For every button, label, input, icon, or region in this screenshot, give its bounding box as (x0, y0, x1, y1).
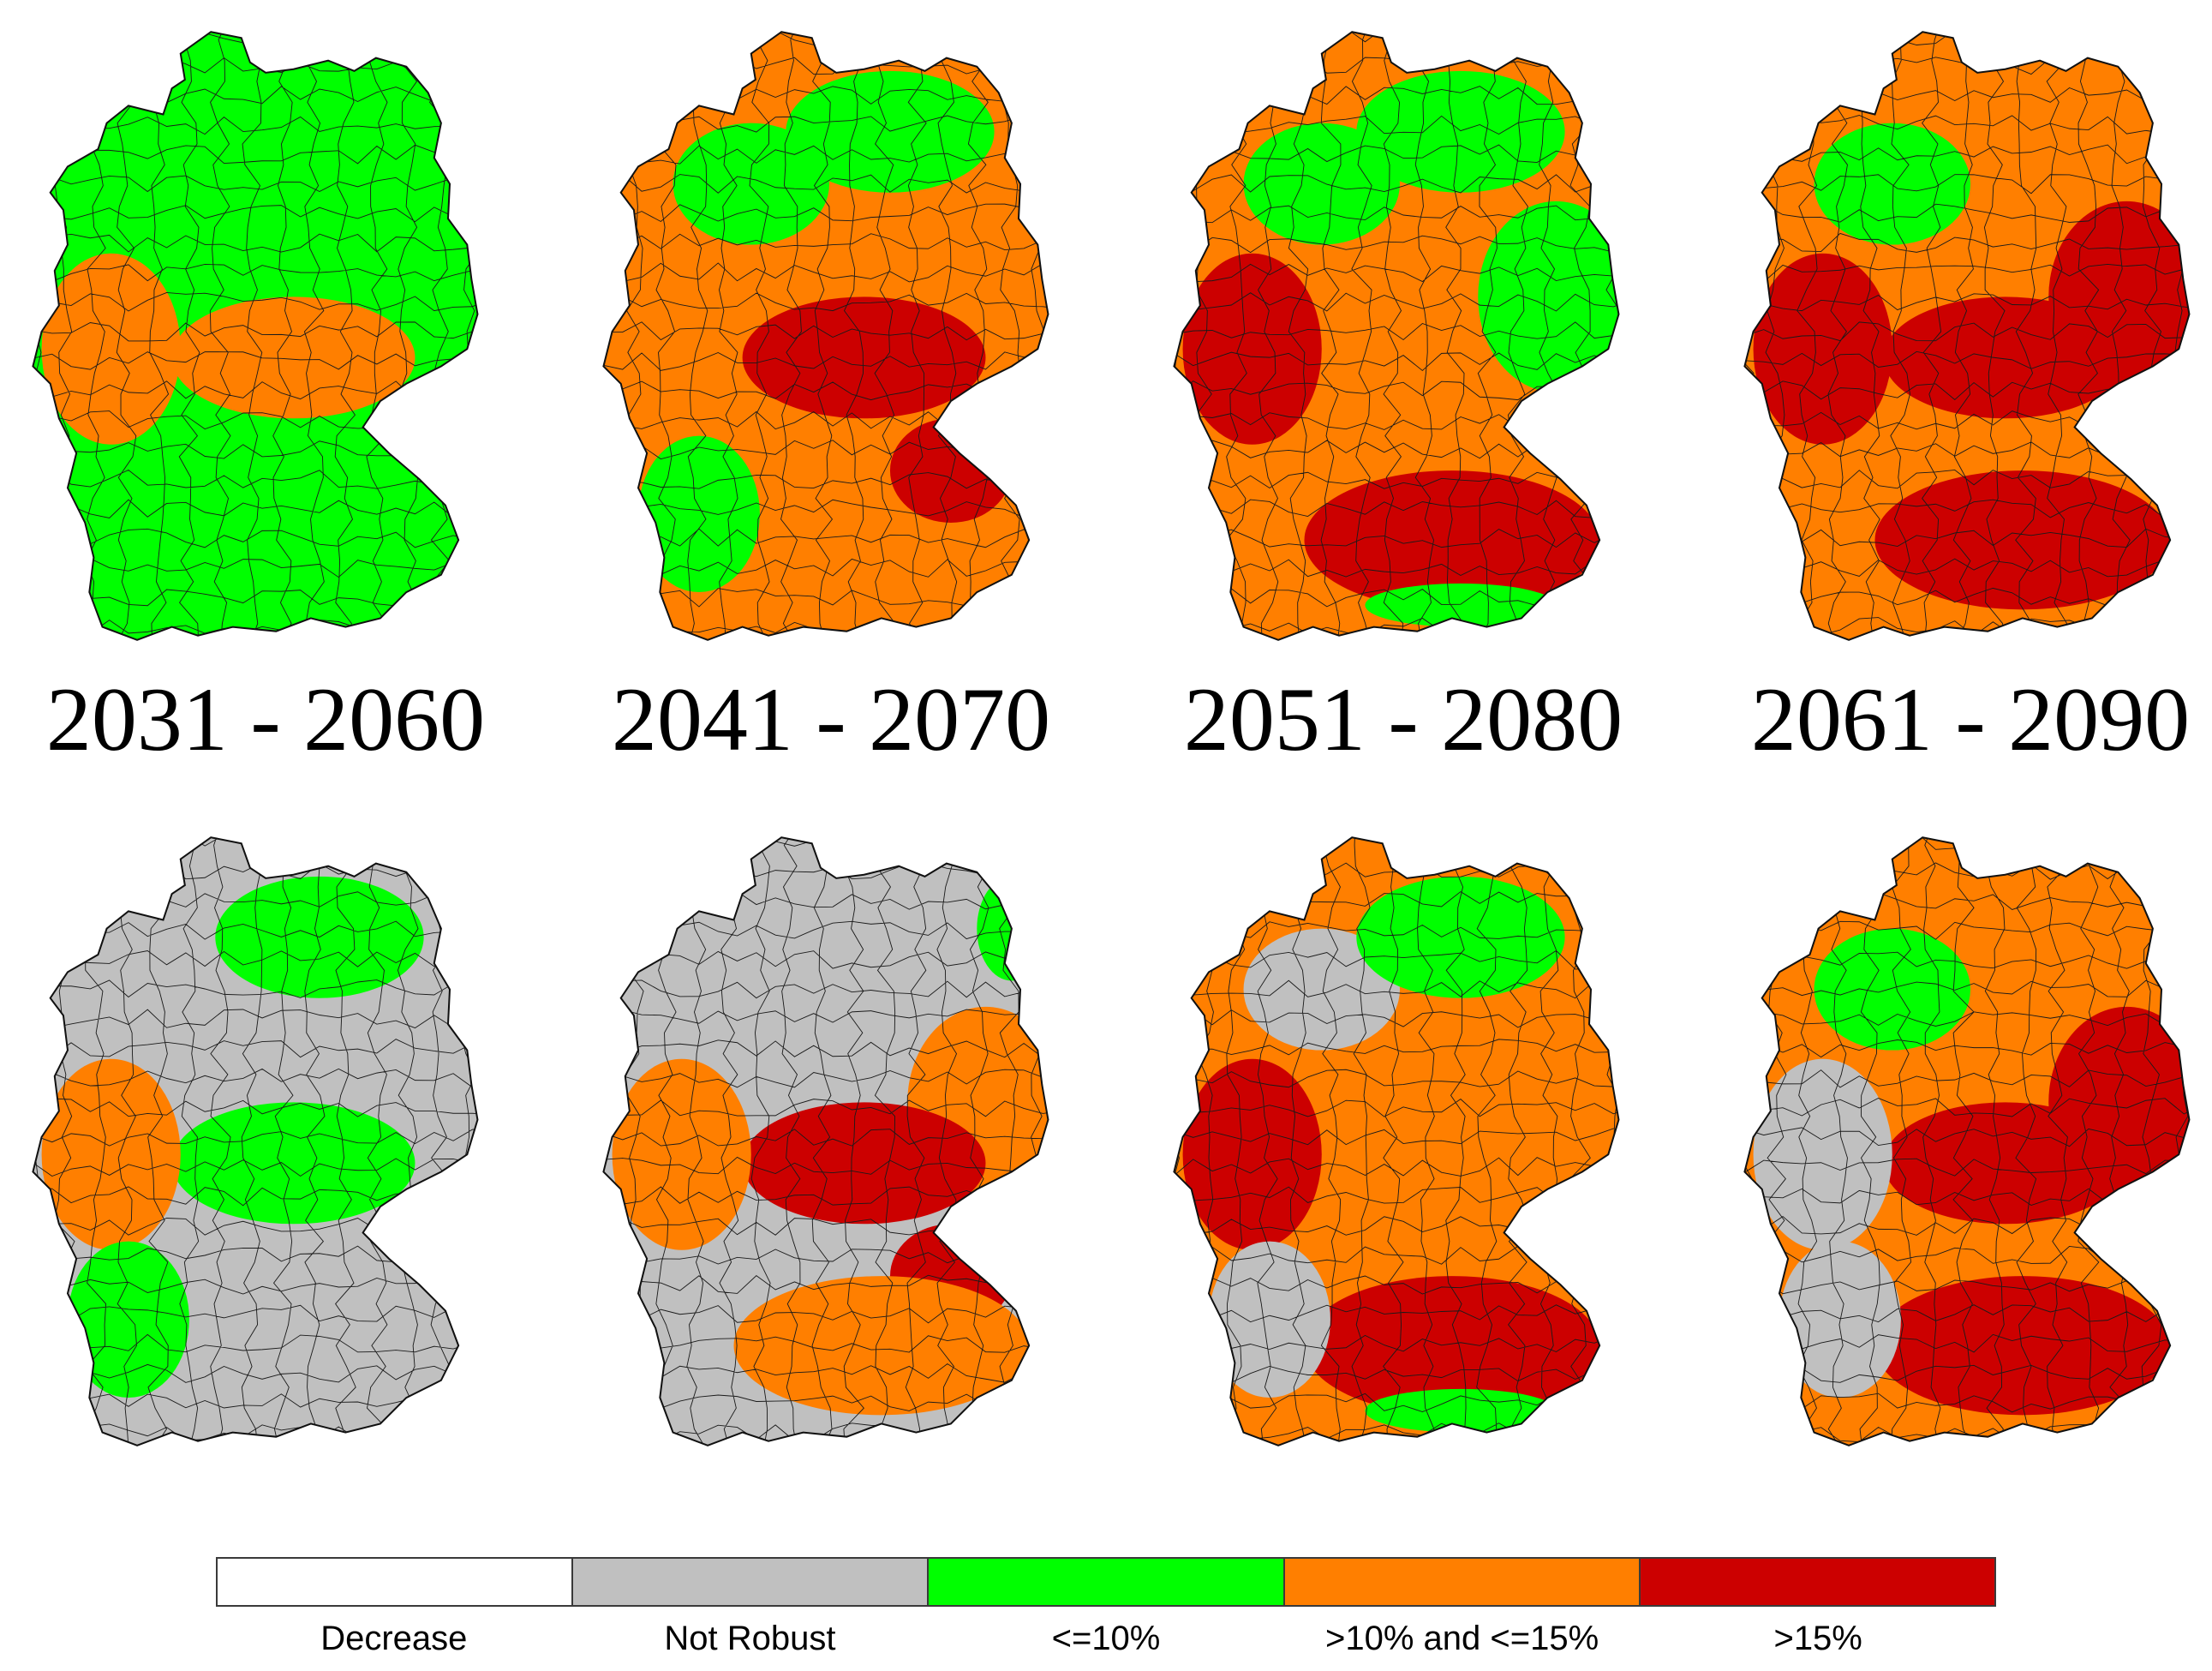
country-outline (32, 31, 479, 641)
map-bottom-2031-2060 (19, 824, 499, 1458)
country-outline (1173, 836, 1620, 1446)
legend-swatch-gt10-le15 (1284, 1559, 1641, 1605)
region-west (1182, 253, 1322, 445)
map-top-2051-2080 (1160, 19, 1640, 653)
legend-swatch-decrease (218, 1559, 574, 1605)
germany-district-map (32, 31, 479, 641)
legend-label-not-robust: Not Robust (664, 1620, 836, 1657)
legend-swatch-gt15 (1640, 1559, 1995, 1605)
period-label-1: 2031 - 2060 (45, 669, 486, 770)
region-west (41, 253, 181, 445)
region-northwest (1814, 928, 1970, 1051)
region-east (2048, 201, 2190, 392)
germany-district-map (602, 836, 1049, 1446)
region-northwest (1814, 123, 1970, 245)
region-west (1753, 253, 1892, 445)
region-center (742, 1102, 986, 1225)
region-south (163, 470, 459, 610)
country-outline (602, 31, 1049, 641)
region-center (171, 296, 415, 419)
region-north (786, 70, 995, 193)
legend-label-gt15: >15% (1773, 1620, 1862, 1657)
region-east (1478, 201, 1619, 392)
period-label-3: 2051 - 2080 (1183, 669, 1623, 770)
map-bottom-2041-2070 (589, 824, 1069, 1458)
region-west (41, 1058, 181, 1250)
region-south (1874, 1276, 2171, 1416)
region-northwest (1243, 123, 1400, 245)
legend-label-decrease: Decrease (320, 1620, 468, 1657)
region-south (1304, 470, 1600, 610)
map-bottom-2051-2080 (1160, 824, 1640, 1458)
region-north (1356, 70, 1565, 193)
map-top-2031-2060 (19, 19, 499, 653)
map-bottom-2061-2090 (1731, 824, 2210, 1458)
region-center (742, 296, 986, 419)
period-label-2: 2041 - 2070 (611, 669, 1051, 770)
region-south (733, 1276, 1030, 1416)
region-center (171, 1102, 415, 1225)
germany-district-map (1743, 836, 2191, 1446)
legend-label-gt10-le15: >10% and <=15% (1324, 1620, 1599, 1657)
region-west (612, 1058, 751, 1250)
region-southeast (889, 418, 1012, 523)
legend-swatch-le10 (929, 1559, 1285, 1605)
region-east (2048, 1006, 2190, 1198)
country-outline (1173, 31, 1620, 641)
legend-label-le10: <=10% (1051, 1620, 1161, 1657)
germany-district-map (32, 836, 479, 1446)
germany-district-map (1173, 31, 1620, 641)
country-outline (602, 836, 1049, 1446)
region-southwest (637, 435, 760, 593)
region-south (1304, 1276, 1600, 1416)
germany-district-map (1743, 31, 2191, 641)
region-southwest (1208, 1241, 1330, 1398)
map-top-2041-2070 (589, 19, 1069, 653)
region-west (1182, 1058, 1322, 1250)
country-outline (32, 836, 479, 1446)
country-outline (1743, 836, 2191, 1446)
map-top-2061-2090 (1731, 19, 2210, 653)
period-label-4: 2061 - 2090 (1750, 669, 2191, 770)
country-outline (1743, 31, 2191, 641)
region-alps (1365, 1388, 1557, 1433)
legend-labels: Decrease Not Robust <=10% >10% and <=15%… (216, 1613, 1996, 1664)
region-west (1753, 1058, 1892, 1250)
legend-bar (216, 1557, 1996, 1607)
legend-swatch-not-robust (573, 1559, 930, 1605)
germany-district-map (1173, 836, 1620, 1446)
germany-district-map (602, 31, 1049, 641)
region-southwest (67, 1241, 189, 1398)
